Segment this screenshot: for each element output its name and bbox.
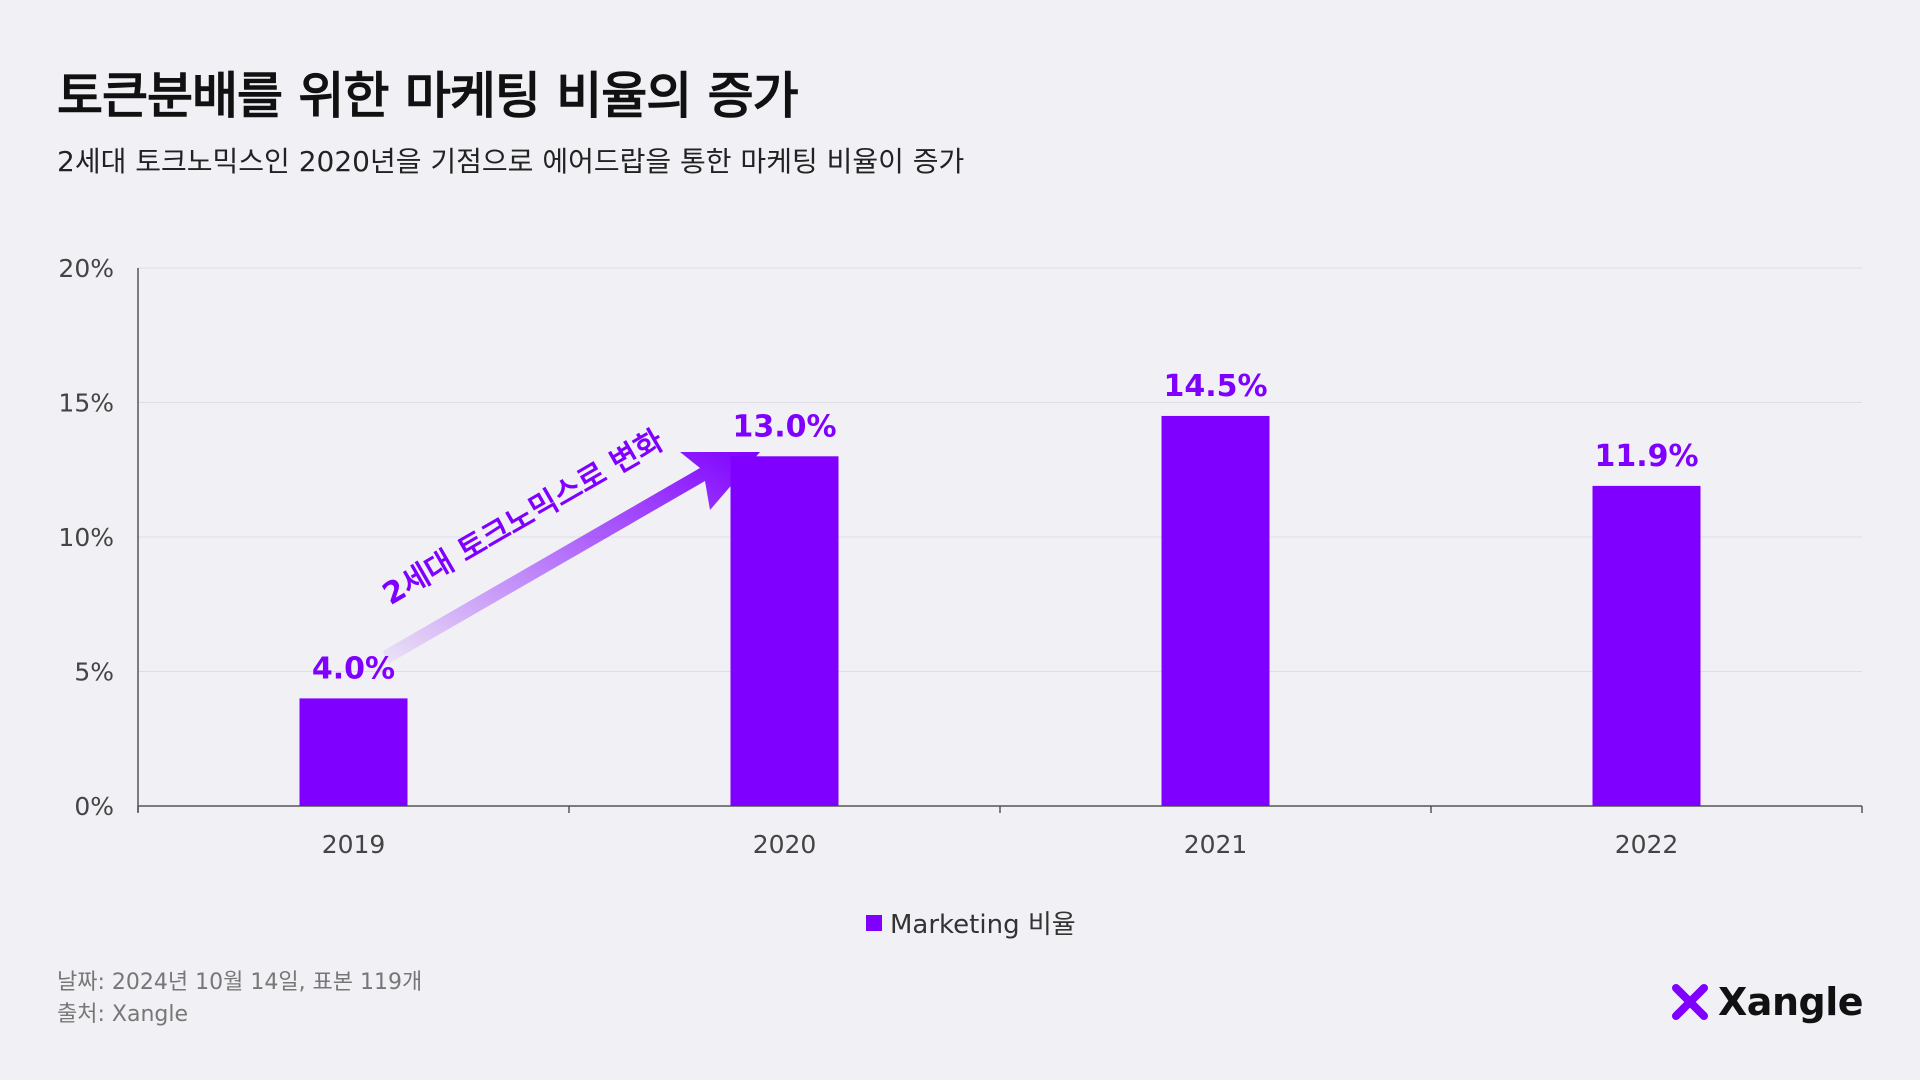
x-tick-label: 2020 — [753, 830, 817, 859]
data-label: 11.9% — [1594, 439, 1698, 474]
footnote-date: 날짜: 2024년 10월 14일, 표본 119개 — [57, 970, 423, 995]
bar — [299, 698, 408, 806]
y-tick-label: 20% — [58, 254, 114, 283]
annotation-arrow: 2세대 토크노믹스로 변화 — [377, 423, 760, 664]
logo-text: Xangle — [1718, 980, 1864, 1024]
chart-subtitle: 2세대 토크노믹스인 2020년을 기점으로 에어드랍을 통한 마케팅 비율이 … — [57, 145, 965, 178]
x-tick-label: 2022 — [1615, 830, 1679, 859]
bar — [1592, 485, 1701, 806]
chart-title: 토큰분배를 위한 마케팅 비율의 증가 — [57, 67, 799, 125]
data-label: 13.0% — [732, 409, 836, 444]
footnote-source: 출처: Xangle — [57, 1002, 188, 1027]
legend: Marketing 비율 — [866, 904, 1076, 941]
xangle-x-icon — [1672, 984, 1708, 1020]
y-tick-label: 5% — [74, 658, 114, 687]
legend-swatch — [866, 914, 882, 931]
data-label: 14.5% — [1163, 369, 1267, 404]
y-tick-label: 15% — [58, 389, 114, 418]
x-tick-label: 2019 — [322, 830, 386, 859]
y-tick-label: 0% — [74, 792, 114, 821]
xangle-logo: Xangle — [1670, 980, 1864, 1024]
data-label: 4.0% — [312, 651, 395, 686]
legend-label: Marketing 비율 — [890, 910, 1076, 940]
bar — [1161, 415, 1270, 806]
y-tick-label: 10% — [58, 523, 114, 552]
x-tick-label: 2021 — [1184, 830, 1248, 859]
bar — [730, 456, 839, 806]
